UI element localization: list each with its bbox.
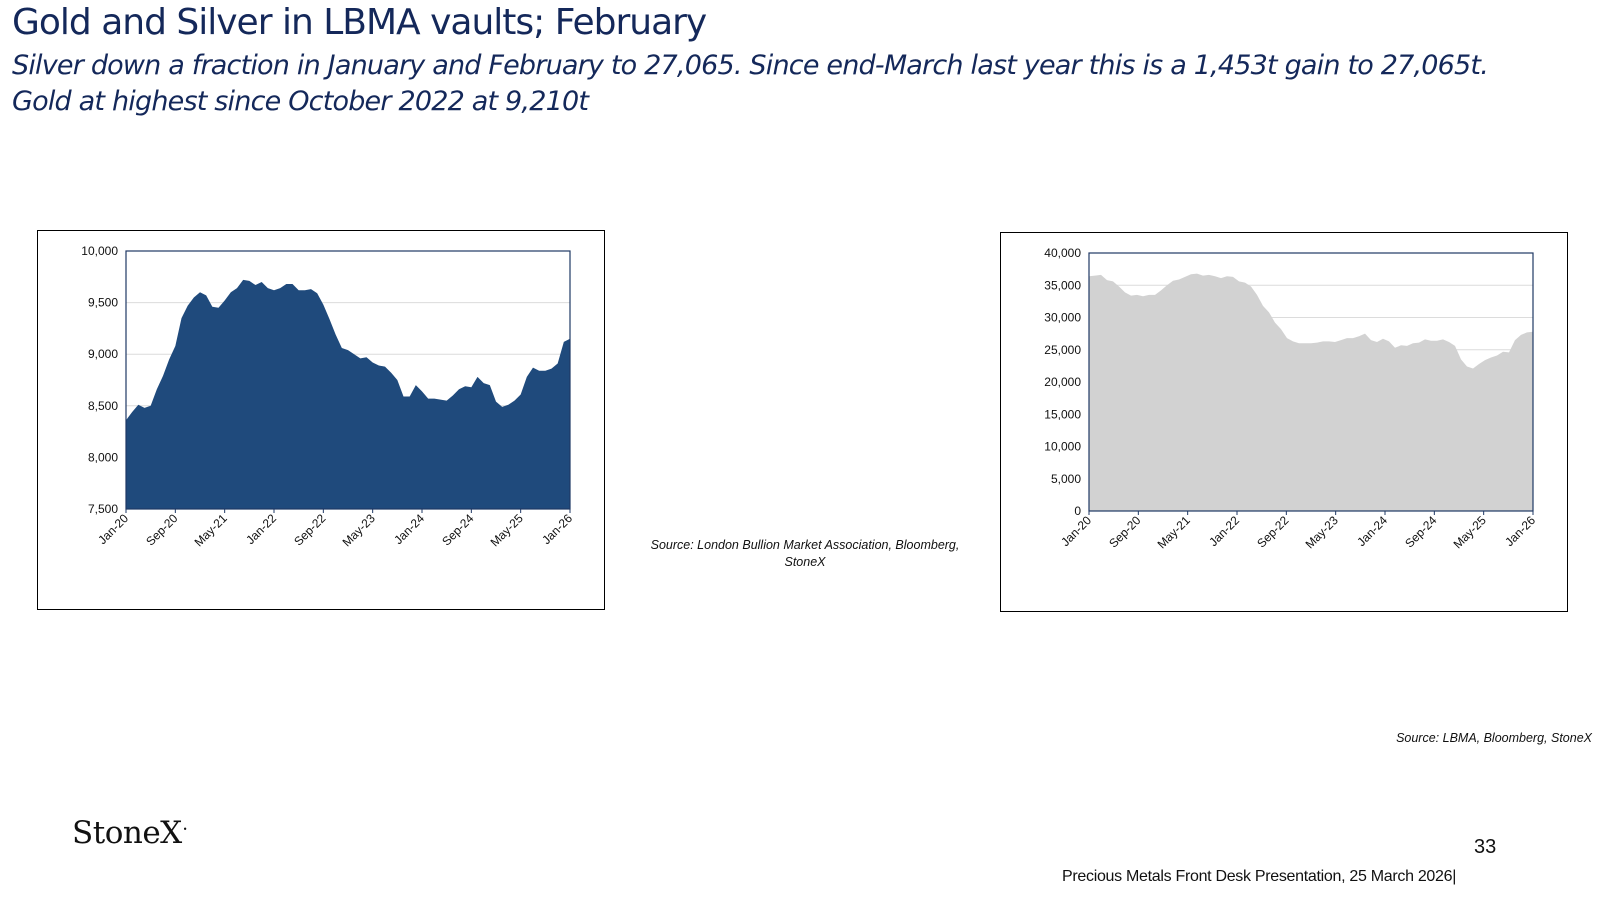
y-tick-label: 25,000 xyxy=(1044,343,1081,357)
y-tick-label: 35,000 xyxy=(1044,278,1081,292)
x-tick-label: Sep-22 xyxy=(291,511,328,548)
y-tick-label: 9,500 xyxy=(88,296,118,310)
plot-frame xyxy=(1088,252,1534,512)
x-tick-label: Jan-20 xyxy=(95,511,131,547)
x-tick-label: May-23 xyxy=(1303,513,1341,551)
x-tick-label: May-23 xyxy=(340,511,378,549)
y-tick-label: 20,000 xyxy=(1044,375,1081,389)
x-tick-label: May-21 xyxy=(1155,513,1193,551)
x-tick-label: Jan-22 xyxy=(1206,513,1242,549)
plot-frame xyxy=(125,250,571,510)
y-tick-label: 10,000 xyxy=(1044,440,1081,454)
gold-vault-chart: 7,500 8,000 8,500 9,000 9,500 10,000 Jan-20 Sep… xyxy=(37,230,605,610)
x-tick-label: May-21 xyxy=(192,511,230,549)
x-tick-label: May-25 xyxy=(488,511,526,549)
slide-title: Gold and Silver in LBMA vaults; February xyxy=(12,2,707,43)
x-tick-label: Sep-24 xyxy=(1402,513,1439,550)
x-tick-label: Jan-22 xyxy=(243,511,279,547)
x-tick-label: Jan-20 xyxy=(1058,513,1094,549)
footer-text: Precious Metals Front Desk Presentation,… xyxy=(1062,868,1457,885)
silver-series-area xyxy=(1089,273,1533,511)
y-tick-label: 5,000 xyxy=(1051,472,1081,486)
x-tick-label: Jan-24 xyxy=(391,511,427,547)
y-tick-label: 8,500 xyxy=(88,399,118,413)
x-tick-label: May-25 xyxy=(1451,513,1489,551)
y-tick-label: 0 xyxy=(1074,504,1081,518)
silver-chart-svg: 0 5,000 10,000 15,000 20,000 25,000 30,000 35,0… xyxy=(1044,246,1538,551)
gold-chart-svg: 7,500 8,000 8,500 9,000 9,500 10,000 Jan-20 Sep… xyxy=(81,244,575,549)
slide-subtitle: Silver down a fraction in January and Fe… xyxy=(12,50,1489,117)
y-tick-label: 15,000 xyxy=(1044,407,1081,421)
x-tick-label: Sep-22 xyxy=(1254,513,1291,550)
y-tick-label: 40,000 xyxy=(1044,246,1081,260)
page-number: 33 xyxy=(1474,836,1497,858)
source-note-silver: Source: LBMA, Bloomberg, StoneX xyxy=(1396,731,1592,745)
x-tick-label: Sep-20 xyxy=(143,511,180,548)
logo-mark: • xyxy=(182,824,188,834)
y-tick-label: 9,000 xyxy=(88,347,118,361)
y-tick-label: 8,000 xyxy=(88,450,118,464)
logo-text: StoneX xyxy=(72,815,182,851)
y-tick-label: 30,000 xyxy=(1044,311,1081,325)
silver-vault-chart: 0 5,000 10,000 15,000 20,000 25,000 30,000 35,0… xyxy=(1000,232,1568,612)
x-tick-label: Sep-20 xyxy=(1106,513,1143,550)
x-tick-label: Sep-24 xyxy=(439,511,476,548)
y-tick-label: 7,500 xyxy=(88,502,118,516)
gold-series-area xyxy=(126,279,570,509)
x-tick-label: Jan-24 xyxy=(1354,513,1390,549)
x-tick-label: Jan-26 xyxy=(539,511,575,547)
stonex-logo: StoneX• xyxy=(72,815,187,851)
x-tick-label: Jan-26 xyxy=(1502,513,1538,549)
source-note-gold: Source: London Bullion Market Associatio… xyxy=(650,538,960,569)
y-tick-label: 10,000 xyxy=(81,244,118,258)
